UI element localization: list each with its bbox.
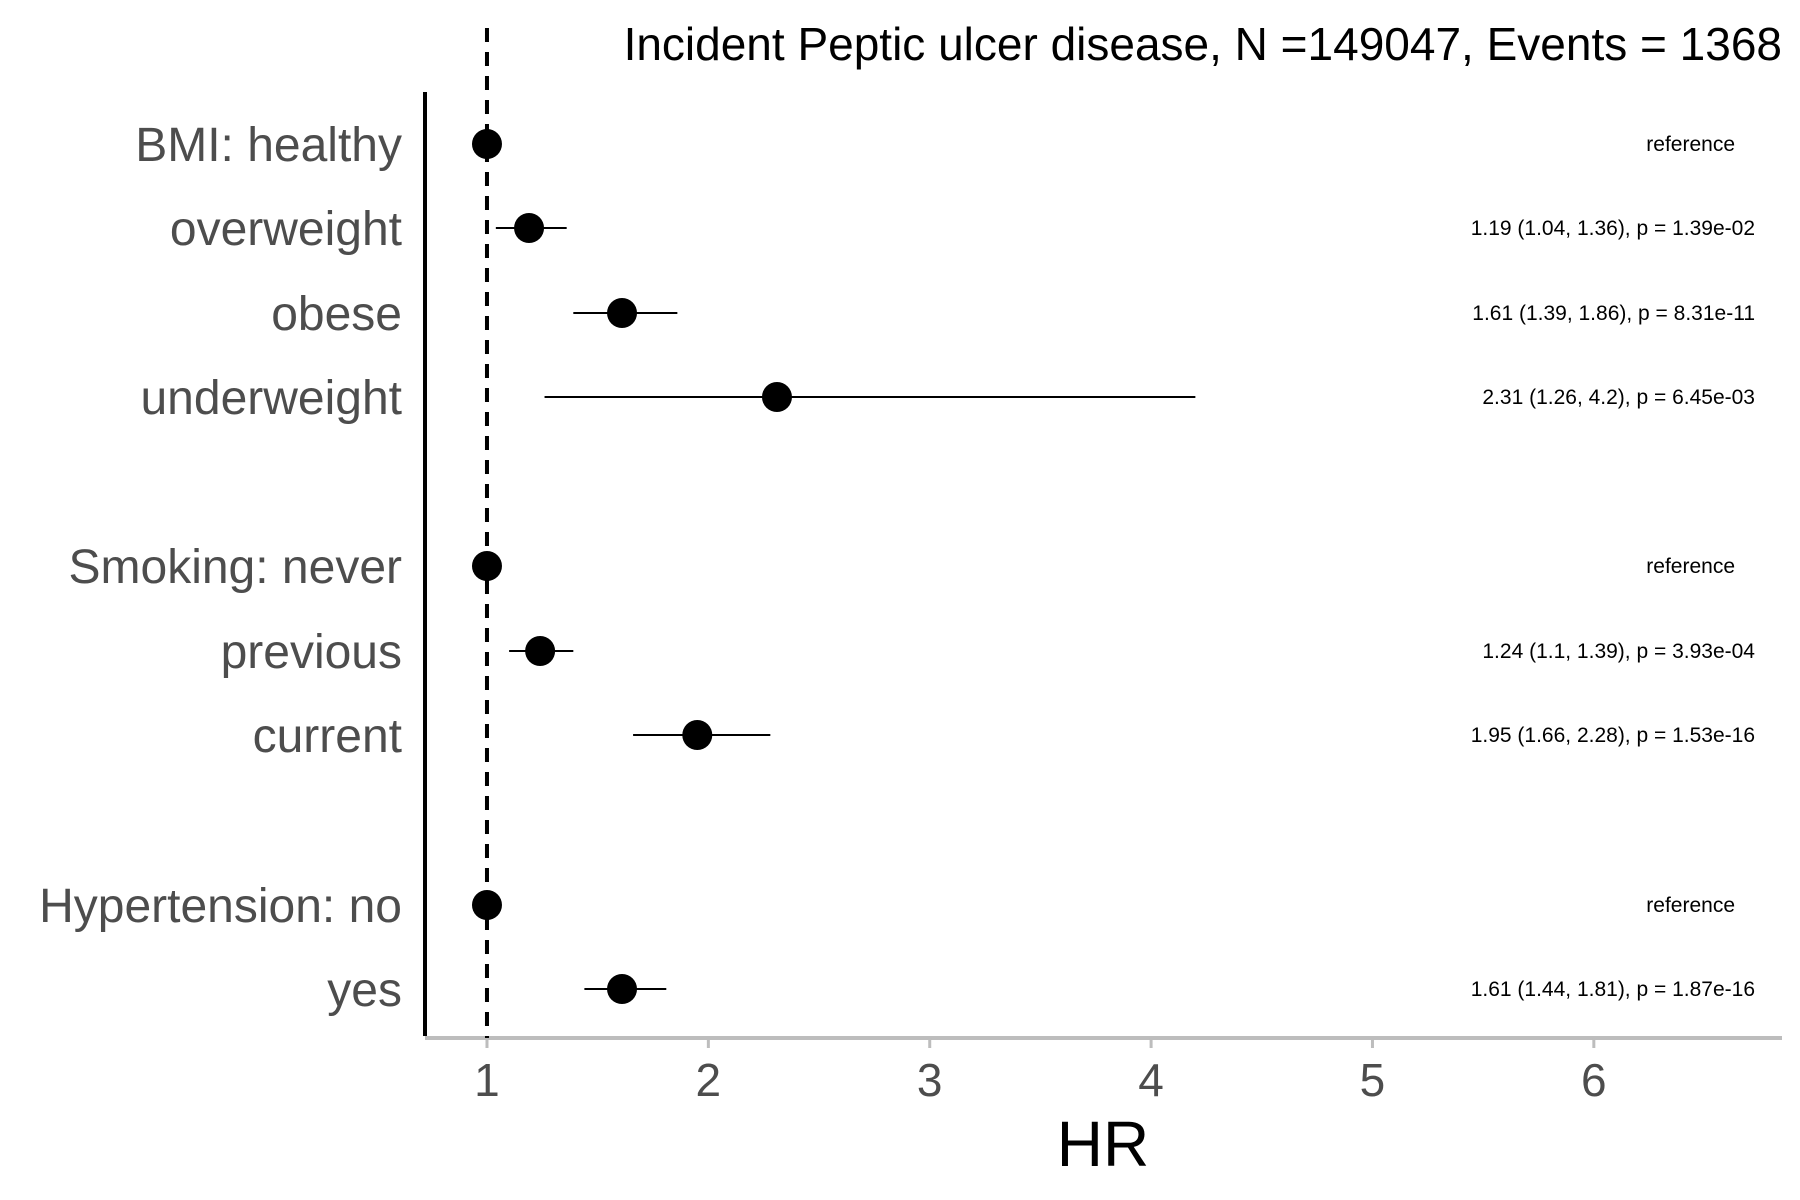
hazard-ratio-point xyxy=(607,974,638,1004)
x-tick-label: 4 xyxy=(1138,1054,1164,1106)
statistic-label: 1.61 (1.44, 1.81), p = 1.87e-16 xyxy=(1471,978,1755,1001)
x-tick-label: 5 xyxy=(1360,1054,1386,1106)
row-label: underweight xyxy=(140,372,402,425)
x-axis-ticks: 1 2 3 4 5 6 xyxy=(474,1038,1607,1106)
hazard-ratio-point xyxy=(525,636,556,666)
row-label: yes xyxy=(327,964,402,1017)
reference-label: reference xyxy=(1646,894,1735,917)
chart-title: Incident Peptic ulcer disease, N =149047… xyxy=(624,18,1782,70)
x-axis-title: HR xyxy=(1057,1108,1149,1180)
row-label: Smoking: never xyxy=(69,541,403,594)
hazard-ratio-point xyxy=(682,720,713,750)
row-label: obese xyxy=(271,288,402,341)
reference-label: reference xyxy=(1646,133,1735,156)
hazard-ratio-point xyxy=(471,551,502,581)
reference-label: reference xyxy=(1646,555,1735,578)
hazard-ratio-points xyxy=(471,129,792,1004)
x-tick-label: 1 xyxy=(474,1054,500,1106)
hazard-ratio-point xyxy=(471,129,502,159)
statistic-label: 1.95 (1.66, 2.28), p = 1.53e-16 xyxy=(1471,724,1755,747)
statistic-label: 2.31 (1.26, 4.2), p = 6.45e-03 xyxy=(1482,386,1755,409)
hazard-ratio-point xyxy=(471,890,502,920)
row-labels: BMI: healthy overweight obese underweight Sm… xyxy=(39,119,402,1017)
x-tick-label: 3 xyxy=(917,1054,943,1106)
row-label: current xyxy=(253,710,402,763)
hazard-ratio-point xyxy=(761,382,792,412)
row-label: previous xyxy=(221,626,402,679)
hazard-ratio-point xyxy=(607,298,638,328)
confidence-intervals xyxy=(495,227,1196,990)
statistic-labels: reference 1.19 (1.04, 1.36), p = 1.39e-02… xyxy=(1471,133,1756,1001)
row-label: Hypertension: no xyxy=(39,880,402,933)
row-label: BMI: healthy xyxy=(135,119,402,172)
statistic-label: 1.24 (1.1, 1.39), p = 3.93e-04 xyxy=(1482,640,1755,663)
statistic-label: 1.61 (1.39, 1.86), p = 8.31e-11 xyxy=(1472,302,1755,325)
x-tick-label: 2 xyxy=(696,1054,722,1106)
hazard-ratio-point xyxy=(514,213,545,243)
row-label: overweight xyxy=(170,203,402,256)
x-tick-label: 6 xyxy=(1581,1054,1607,1106)
statistic-label: 1.19 (1.04, 1.36), p = 1.39e-02 xyxy=(1471,217,1755,240)
